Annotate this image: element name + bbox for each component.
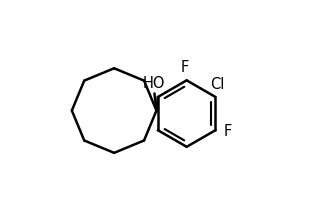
Text: Cl: Cl <box>210 77 225 91</box>
Text: F: F <box>181 60 189 75</box>
Text: F: F <box>224 123 232 138</box>
Text: HO: HO <box>142 75 165 90</box>
